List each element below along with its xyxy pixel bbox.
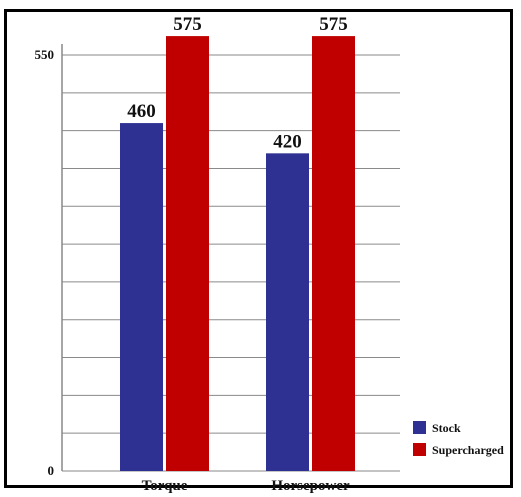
legend: Stock Supercharged [413, 421, 504, 457]
y-tick-label: 0 [48, 463, 55, 478]
x-tick-label: Horsepower [271, 478, 350, 494]
legend-label: Supercharged [432, 443, 504, 457]
data-label: 575 [319, 14, 348, 35]
y-tick-label: 550 [35, 47, 55, 62]
data-label: 575 [173, 14, 202, 35]
data-labels: 460 575 420 575 [127, 14, 348, 152]
legend-swatch [413, 421, 426, 434]
legend-swatch [413, 443, 426, 456]
bar-supercharged-horsepower [312, 36, 355, 471]
bar-stock-horsepower [266, 153, 309, 471]
chart-frame [4, 9, 513, 488]
x-tick-label: Torque [142, 478, 188, 494]
y-axis-ticks: 0 550 [35, 47, 55, 478]
data-label: 460 [127, 101, 156, 122]
data-label: 420 [273, 131, 302, 152]
bar-supercharged-torque [166, 36, 209, 471]
x-axis-labels: Torque Horsepower [142, 478, 350, 494]
bar-stock-torque [120, 123, 163, 471]
bars [120, 36, 355, 471]
legend-label: Stock [432, 421, 461, 435]
